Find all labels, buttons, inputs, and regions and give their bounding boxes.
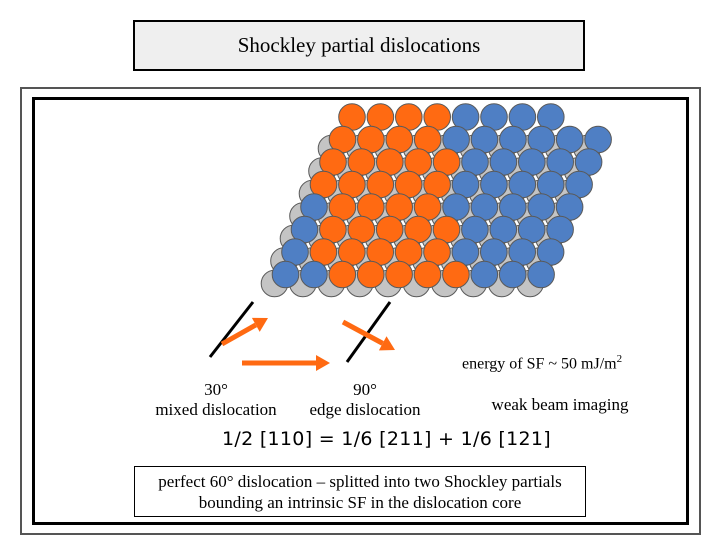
burgers-arrow-30-shaft <box>220 322 258 347</box>
orange-atom <box>442 260 470 289</box>
partial-90-label: 90° edge dislocation <box>300 380 430 420</box>
top-atom-layer <box>271 103 612 289</box>
weak-beam-label: weak beam imaging <box>491 395 629 414</box>
caption-line-1: perfect 60° dislocation – splitted into … <box>158 472 562 491</box>
burgers-arrow-30-head <box>251 317 268 332</box>
burgers-vectors <box>208 301 395 371</box>
title-box: Shockley partial dislocations <box>133 20 585 71</box>
dislocation-line-90 <box>345 301 392 363</box>
orange-atom <box>328 260 357 289</box>
dislocation-line-30 <box>208 301 255 358</box>
orange-atom <box>385 260 413 289</box>
page-title: Shockley partial dislocations <box>237 33 481 57</box>
burgers-arrow-90-head <box>378 336 395 351</box>
burgers-arrow-90-shaft <box>341 319 384 346</box>
partial-90-name: edge dislocation <box>309 400 421 419</box>
blue-atom <box>271 260 300 289</box>
blue-atom <box>300 260 328 289</box>
burgers-equation: 1/2 [110] = 1/6 [211] + 1/6 [121] <box>222 428 552 450</box>
partial-30-label: 30° mixed dislocation <box>146 380 286 420</box>
blue-atom <box>498 260 527 289</box>
orange-atom <box>356 260 385 289</box>
caption-line-2: bounding an intrinsic SF in the dislocat… <box>198 493 522 512</box>
blue-atom <box>527 260 555 289</box>
diagram-frame-inner <box>32 97 689 525</box>
caption-box: perfect 60° dislocation – splitted into … <box>134 466 586 517</box>
sf-energy-text: energy of SF ~ 50 mJ/m <box>462 355 617 373</box>
sf-energy-label: energy of SF ~ 50 mJ/m2 <box>462 349 622 374</box>
partial-30-angle: 30° <box>204 380 228 399</box>
burgers-arrow-perfect-head <box>316 355 330 371</box>
partial-30-name: mixed dislocation <box>155 400 277 419</box>
blue-atom <box>470 260 499 289</box>
orange-atom <box>413 260 442 289</box>
sf-energy-exponent: 2 <box>616 353 623 365</box>
partial-90-angle: 90° <box>353 380 377 399</box>
